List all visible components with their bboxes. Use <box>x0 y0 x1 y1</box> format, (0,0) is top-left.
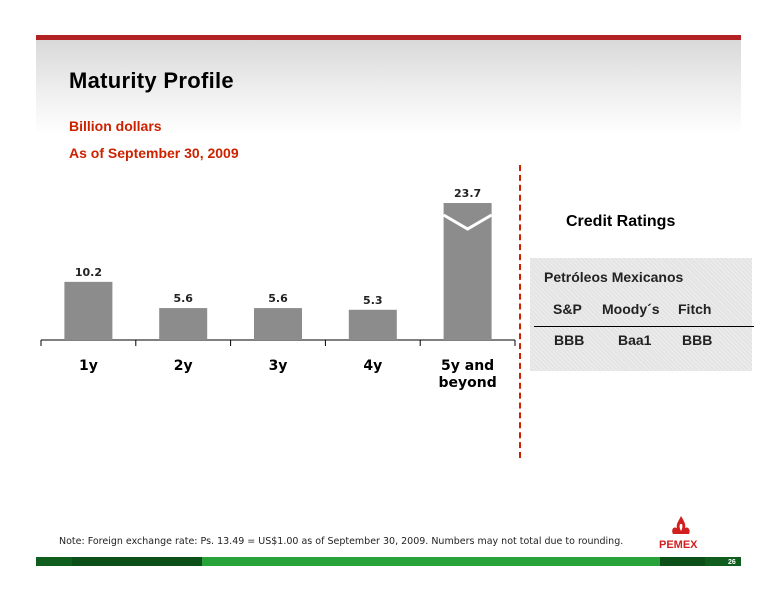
rating-moodys: Baa1 <box>618 332 652 348</box>
logo-text: PEMEX <box>659 539 698 551</box>
category-label-3: 3y <box>269 358 288 374</box>
category-label-5: beyond <box>438 375 496 391</box>
category-label-4: 4y <box>363 358 382 374</box>
agency-moodys: Moody´s <box>602 301 660 317</box>
chart-date-subtitle: As of September 30, 2009 <box>69 145 239 161</box>
page-title: Maturity Profile <box>69 68 234 93</box>
category-label-5: 5y and <box>441 358 494 374</box>
bar-5 <box>443 203 492 340</box>
category-label-2: 2y <box>174 358 193 374</box>
data-label-2: 5.6 <box>173 292 193 305</box>
footer-bar <box>36 557 741 566</box>
credit-ratings-title: Credit Ratings <box>566 213 676 230</box>
data-label-1: 10.2 <box>75 266 102 279</box>
rating-sp: BBB <box>554 332 585 348</box>
agency-fitch: Fitch <box>678 301 712 317</box>
bar-3 <box>254 308 302 340</box>
company-name: Petróleos Mexicanos <box>544 269 684 285</box>
page-number: 26 <box>728 559 736 566</box>
data-label-3: 5.6 <box>268 292 288 305</box>
top-red-rule <box>36 35 741 40</box>
pemex-logo: PEMEX <box>659 516 698 551</box>
credit-ratings-table: Petróleos Mexicanos S&P Moody´s Fitch BB… <box>530 258 754 371</box>
axis-break-mark <box>442 213 493 231</box>
chart-unit-subtitle: Billion dollars <box>69 118 162 134</box>
data-label-5: 23.7 <box>454 187 481 200</box>
ratings-rule <box>534 326 754 327</box>
bar-4 <box>348 309 397 340</box>
rating-fitch: BBB <box>682 332 713 348</box>
dashed-divider <box>519 165 521 458</box>
header-band <box>36 40 741 135</box>
bar-2 <box>159 308 208 340</box>
bar-1 <box>64 281 113 340</box>
footnote: Note: Foreign exchange rate: Ps. 13.49 =… <box>59 536 624 547</box>
data-label-4: 5.3 <box>363 294 383 307</box>
agency-sp: S&P <box>553 301 582 317</box>
category-label-1: 1y <box>79 358 98 374</box>
